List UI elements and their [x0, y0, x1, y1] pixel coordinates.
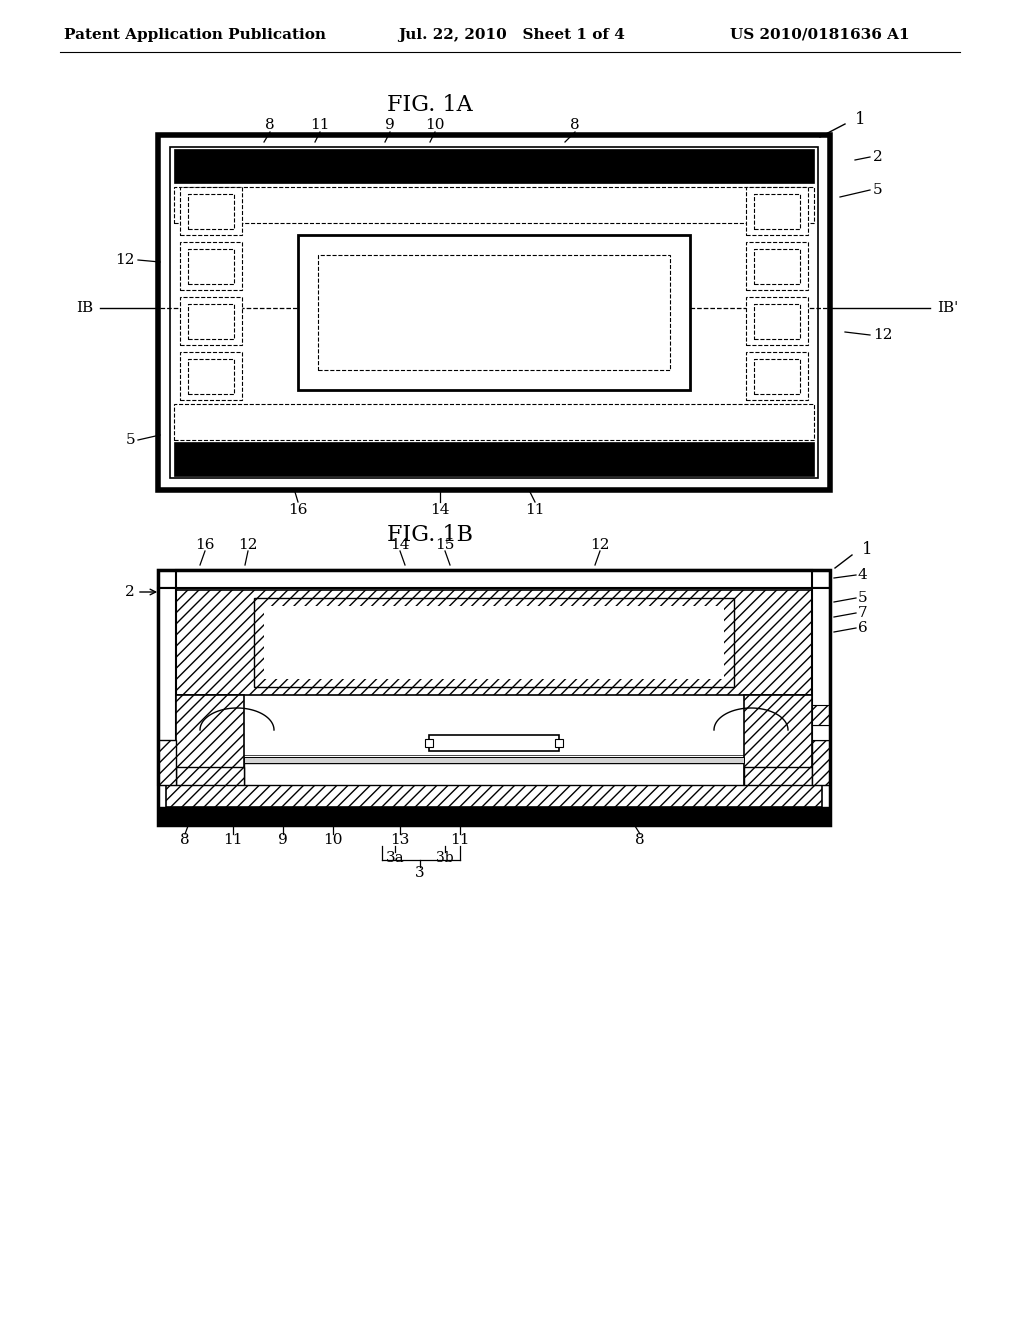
Text: 3a: 3a: [386, 851, 404, 865]
Bar: [176, 767, 244, 785]
Text: 5: 5: [858, 591, 867, 605]
Bar: [754, 249, 800, 284]
Bar: [158, 587, 176, 785]
Text: 14: 14: [430, 503, 450, 517]
Text: Jul. 22, 2010   Sheet 1 of 4: Jul. 22, 2010 Sheet 1 of 4: [398, 28, 626, 42]
Text: 5: 5: [873, 183, 883, 197]
Bar: [264, 606, 724, 678]
Bar: [746, 242, 808, 290]
Bar: [180, 242, 242, 290]
Text: 9: 9: [385, 117, 395, 132]
Text: 12: 12: [873, 327, 893, 342]
Text: Patent Application Publication: Patent Application Publication: [63, 28, 326, 42]
Bar: [188, 194, 234, 228]
Text: 2: 2: [125, 585, 135, 599]
Text: 1: 1: [862, 541, 872, 558]
Bar: [425, 739, 433, 747]
Bar: [812, 705, 830, 725]
Text: 9: 9: [279, 833, 288, 847]
Text: 11: 11: [310, 117, 330, 132]
Bar: [158, 741, 176, 785]
Text: 12: 12: [116, 253, 135, 267]
Bar: [158, 570, 830, 825]
Text: 6: 6: [858, 620, 867, 635]
Text: US 2010/0181636 A1: US 2010/0181636 A1: [730, 28, 909, 42]
Text: 11: 11: [223, 833, 243, 847]
Bar: [744, 696, 812, 785]
Bar: [174, 187, 814, 223]
Bar: [180, 187, 242, 235]
Bar: [180, 297, 242, 345]
Bar: [244, 756, 744, 763]
Bar: [174, 404, 814, 440]
Bar: [158, 807, 830, 825]
Text: 2: 2: [873, 150, 883, 164]
Bar: [188, 304, 234, 339]
Text: 8: 8: [570, 117, 580, 132]
Bar: [174, 149, 814, 183]
Text: 16: 16: [288, 503, 308, 517]
Bar: [812, 725, 830, 741]
Bar: [812, 587, 830, 785]
Text: 1: 1: [855, 111, 865, 128]
Bar: [754, 194, 800, 228]
Bar: [174, 442, 814, 477]
Bar: [158, 570, 830, 587]
Text: 14: 14: [390, 539, 410, 552]
Text: 8: 8: [635, 833, 645, 847]
Text: 11: 11: [525, 503, 545, 517]
Bar: [812, 741, 830, 785]
Bar: [176, 570, 812, 587]
Bar: [754, 304, 800, 339]
Text: 8: 8: [265, 117, 274, 132]
Bar: [158, 135, 830, 490]
Bar: [429, 735, 559, 751]
Bar: [176, 696, 244, 785]
Bar: [176, 590, 812, 696]
Bar: [746, 297, 808, 345]
Bar: [170, 147, 818, 478]
Text: 3: 3: [415, 866, 425, 880]
Text: 8: 8: [180, 833, 189, 847]
Bar: [166, 785, 822, 807]
Text: FIG. 1A: FIG. 1A: [387, 94, 473, 116]
Text: 3b: 3b: [436, 851, 454, 865]
Text: 10: 10: [425, 117, 444, 132]
Text: 13: 13: [390, 833, 410, 847]
Bar: [188, 359, 234, 393]
Bar: [318, 255, 670, 370]
Text: 15: 15: [435, 539, 455, 552]
Text: 10: 10: [324, 833, 343, 847]
Text: 16: 16: [196, 539, 215, 552]
Bar: [298, 235, 690, 389]
Bar: [188, 249, 234, 284]
Text: 12: 12: [239, 539, 258, 552]
Bar: [254, 598, 734, 686]
Bar: [746, 352, 808, 400]
Text: IB': IB': [937, 301, 958, 315]
Text: IB: IB: [76, 301, 93, 315]
Bar: [244, 763, 744, 785]
Bar: [754, 359, 800, 393]
Text: 4: 4: [858, 568, 867, 582]
Text: FIG. 1B: FIG. 1B: [387, 524, 473, 546]
Bar: [555, 739, 563, 747]
Text: 7: 7: [858, 606, 867, 620]
Bar: [746, 187, 808, 235]
Text: 5: 5: [125, 433, 135, 447]
Text: 11: 11: [451, 833, 470, 847]
Bar: [744, 767, 812, 785]
Text: 12: 12: [590, 539, 609, 552]
Bar: [180, 352, 242, 400]
